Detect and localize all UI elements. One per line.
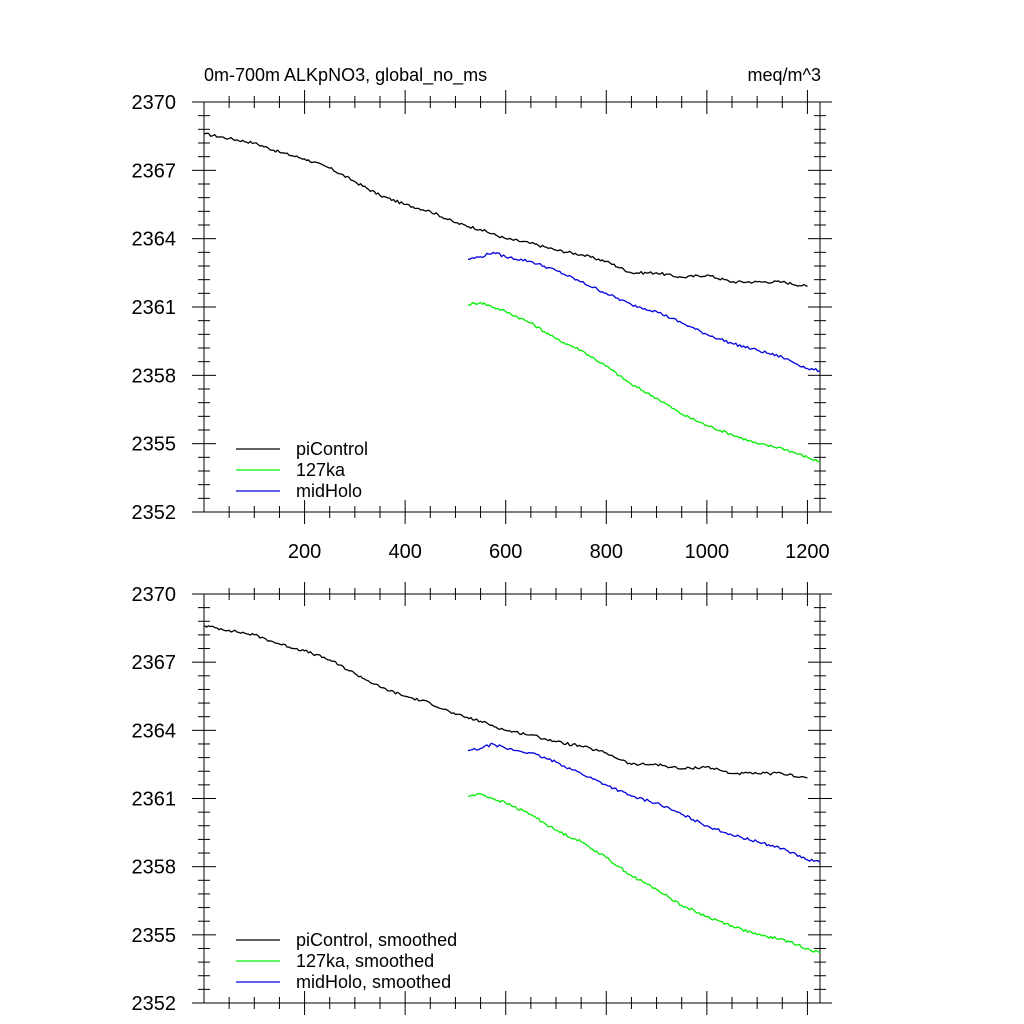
y-tick-label: 2355: [132, 434, 177, 456]
y-tick-label: 2361: [132, 789, 177, 811]
legend-label-picontrol-smoothed: piControl, smoothed: [296, 930, 457, 950]
y-tick-label: 2358: [132, 857, 177, 879]
y-tick-label: 2367: [132, 160, 177, 182]
chart-panel-1: 2352 2355 2358 2361 2364 2367 2370 200 400 600 800…: [132, 90, 832, 563]
y-tick-label: 2352: [132, 993, 177, 1015]
series-line-127ka: [467, 301, 821, 463]
chart-panel-2: 2352 2355 2358 2361 2364 2367 2370 piControl, s…: [132, 582, 832, 1015]
series-line-midholo: [468, 251, 821, 373]
legend-label-127ka-smoothed: 127ka, smoothed: [296, 951, 434, 971]
y-tick-label: 2364: [132, 720, 177, 742]
x-tick-label: 400: [388, 541, 421, 563]
series-line-picontrol-smoothed: [204, 625, 808, 779]
legend-label-picontrol: piControl: [296, 439, 368, 459]
y-tick-label: 2370: [132, 584, 177, 606]
y-tick-label: 2370: [132, 92, 177, 114]
x-tick-label: 1000: [685, 541, 730, 563]
series-line-127ka-smoothed: [467, 792, 821, 954]
y-tick-label: 2358: [132, 365, 177, 387]
series-line-picontrol: [204, 132, 808, 288]
y-tick-label: 2352: [132, 502, 177, 524]
x-tick-label: 800: [590, 541, 623, 563]
y-tick-label: 2361: [132, 297, 177, 319]
chart-units: meq/m^3: [748, 65, 821, 85]
series-line-midholo-smoothed: [467, 742, 821, 863]
x-tick-label: 1200: [785, 541, 830, 563]
legend-label-127ka: 127ka: [296, 460, 346, 480]
y-tick-label: 2367: [132, 652, 177, 674]
x-tick-label: 200: [288, 541, 321, 563]
y-tick-label: 2355: [132, 925, 177, 947]
x-tick-label: 600: [489, 541, 522, 563]
chart-title: 0m-700m ALKpNO3, global_no_ms: [204, 65, 487, 86]
legend-label-midholo: midHolo: [296, 481, 362, 501]
y-tick-label: 2364: [132, 229, 177, 251]
legend-label-midholo-smoothed: midHolo, smoothed: [296, 972, 451, 992]
